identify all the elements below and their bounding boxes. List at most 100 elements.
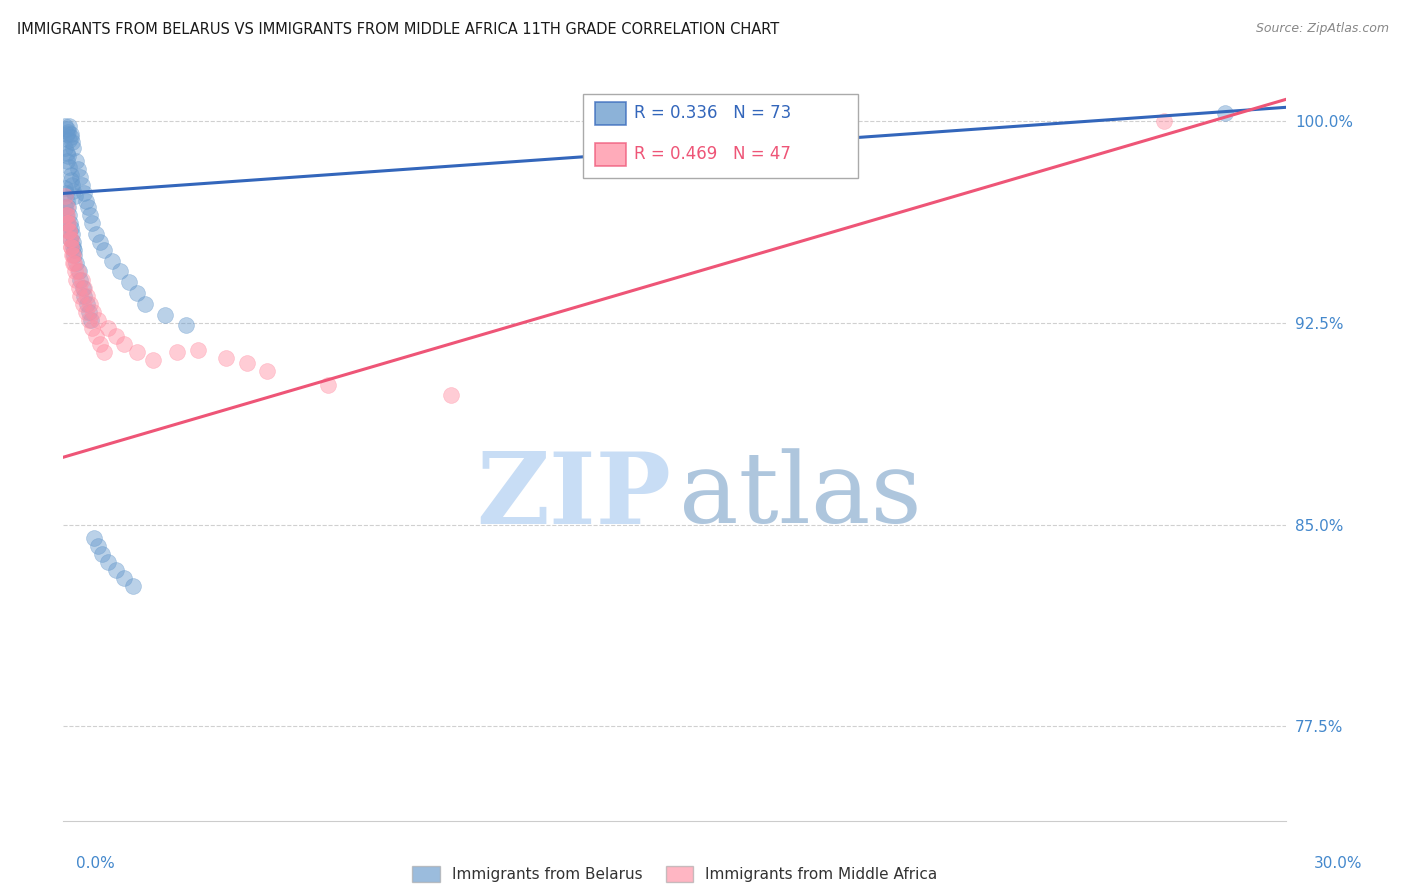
Point: [56, 216, 79, 230]
Text: 0.0%: 0.0%: [76, 856, 115, 871]
Point: [60, 173, 83, 187]
Point: [79, 208, 101, 222]
Point: [62, 235, 84, 249]
Point: [55, 208, 77, 222]
Point: [174, 318, 197, 333]
Point: [59, 232, 82, 246]
Point: [58, 224, 80, 238]
Point: [56, 208, 79, 222]
Point: [117, 275, 139, 289]
Point: [56, 200, 79, 214]
Point: [53, 141, 76, 155]
Point: [80, 216, 103, 230]
Point: [63, 256, 86, 270]
Point: [60, 178, 83, 193]
Point: [56, 121, 79, 136]
Point: [55, 200, 77, 214]
Text: R = 0.336   N = 73: R = 0.336 N = 73: [634, 104, 792, 122]
Point: [76, 297, 98, 311]
Point: [166, 345, 188, 359]
Point: [256, 364, 278, 378]
Point: [153, 308, 177, 322]
Point: [97, 321, 120, 335]
Text: atlas: atlas: [679, 449, 921, 544]
Point: [62, 141, 84, 155]
Point: [77, 313, 100, 327]
Point: [59, 216, 82, 230]
Text: IMMIGRANTS FROM BELARUS VS IMMIGRANTS FROM MIDDLE AFRICA 11TH GRADE CORRELATION : IMMIGRANTS FROM BELARUS VS IMMIGRANTS FR…: [17, 22, 779, 37]
Point: [63, 264, 86, 278]
Point: [97, 555, 120, 569]
Point: [69, 170, 91, 185]
Point: [215, 351, 238, 365]
Point: [62, 256, 84, 270]
Point: [55, 127, 77, 141]
Text: 30.0%: 30.0%: [1315, 856, 1362, 871]
Text: ZIP: ZIP: [477, 448, 671, 545]
Point: [134, 297, 156, 311]
Legend: Immigrants from Belarus, Immigrants from Middle Africa: Immigrants from Belarus, Immigrants from…: [406, 860, 943, 888]
Point: [83, 531, 105, 545]
Point: [58, 224, 80, 238]
Point: [235, 356, 259, 370]
Point: [80, 313, 103, 327]
Point: [63, 189, 86, 203]
Point: [60, 129, 83, 144]
Point: [80, 321, 103, 335]
Point: [55, 208, 77, 222]
Point: [121, 579, 143, 593]
Point: [1215, 105, 1237, 120]
Point: [101, 253, 124, 268]
Point: [75, 194, 97, 209]
Point: [53, 189, 76, 203]
Point: [79, 297, 101, 311]
Point: [58, 119, 80, 133]
Point: [125, 286, 148, 301]
Point: [56, 216, 79, 230]
Point: [53, 200, 76, 214]
Point: [87, 539, 110, 553]
Point: [66, 264, 89, 278]
Point: [76, 289, 98, 303]
Point: [105, 329, 128, 343]
Point: [58, 208, 80, 222]
Point: [60, 240, 83, 254]
Point: [125, 345, 148, 359]
Point: [62, 240, 84, 254]
Point: [73, 186, 96, 201]
Point: [56, 149, 79, 163]
Point: [114, 337, 135, 351]
Point: [58, 160, 80, 174]
Point: [73, 289, 96, 303]
Point: [72, 280, 94, 294]
Point: [60, 221, 83, 235]
Point: [59, 127, 82, 141]
Point: [56, 124, 79, 138]
Point: [60, 240, 83, 254]
Point: [67, 264, 90, 278]
Point: [105, 563, 128, 577]
Point: [53, 119, 76, 133]
Point: [114, 571, 135, 585]
Point: [66, 162, 89, 177]
Point: [59, 232, 82, 246]
Point: [84, 227, 107, 241]
Point: [55, 186, 77, 201]
Point: [56, 194, 79, 209]
Point: [70, 272, 93, 286]
Point: [62, 248, 84, 262]
Point: [91, 547, 114, 561]
Point: [70, 178, 93, 193]
Text: Source: ZipAtlas.com: Source: ZipAtlas.com: [1256, 22, 1389, 36]
Point: [187, 343, 209, 357]
Point: [77, 305, 100, 319]
Point: [59, 168, 82, 182]
Point: [53, 181, 76, 195]
Point: [60, 136, 83, 150]
Point: [89, 235, 111, 249]
Point: [67, 280, 90, 294]
Text: R = 0.469   N = 47: R = 0.469 N = 47: [634, 145, 792, 163]
Point: [142, 353, 165, 368]
Point: [93, 243, 115, 257]
Point: [60, 248, 83, 262]
